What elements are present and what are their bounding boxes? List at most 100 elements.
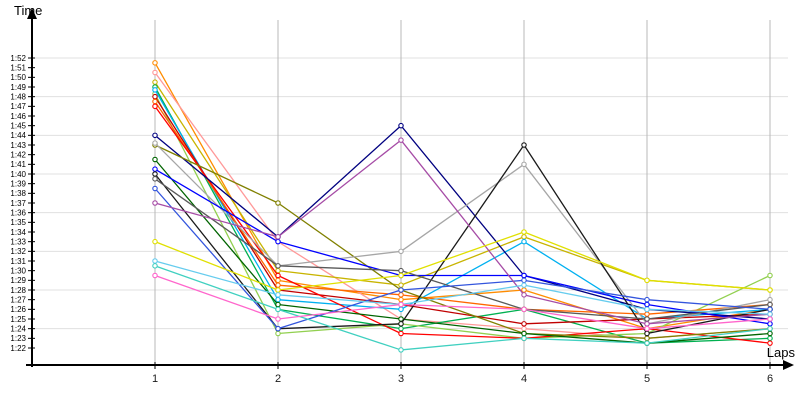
y-tick-label: 1:33 [10, 237, 26, 246]
series-line [154, 265, 771, 351]
y-tick-label: 1:31 [10, 257, 26, 266]
y-axis-arrow-icon [27, 8, 37, 19]
series-marker [275, 238, 281, 245]
series-marker [398, 296, 404, 303]
series-marker [275, 234, 281, 240]
series-line [154, 231, 771, 291]
series-marker [767, 311, 773, 317]
series-marker [521, 306, 527, 313]
series-marker [521, 234, 527, 240]
y-tick-label: 1:42 [10, 150, 26, 159]
series-marker [152, 69, 158, 76]
series-marker [767, 335, 773, 342]
y-tick-label: 1:37 [10, 199, 26, 208]
series-line [154, 260, 771, 315]
series-marker [152, 132, 158, 139]
series-marker [521, 161, 527, 168]
y-tick-label: 1:29 [10, 276, 26, 285]
y-tick-label: 1:44 [10, 131, 26, 140]
series-marker [767, 272, 773, 279]
x-axis-arrow-icon [783, 360, 794, 370]
series-marker [152, 185, 158, 192]
series-marker [398, 306, 404, 313]
y-tick-label: 1:47 [10, 102, 26, 111]
y-tick-label: 1:30 [10, 266, 26, 275]
y-tick-label: 1:52 [10, 54, 26, 63]
y-tick-label: 1:22 [10, 344, 26, 353]
y-tick-label: 1:48 [10, 92, 26, 101]
series-line [154, 81, 771, 291]
y-tick-label: 1:39 [10, 179, 26, 188]
y-tick-label: 1:45 [10, 121, 26, 130]
series-marker [767, 301, 773, 308]
series-marker [644, 325, 650, 332]
series-marker [275, 325, 281, 332]
series-marker [644, 340, 650, 346]
series-marker [521, 277, 527, 284]
series-marker [275, 263, 281, 269]
series-marker [398, 272, 404, 279]
series-line [154, 159, 771, 344]
series-marker [521, 282, 527, 288]
y-tick-label: 1:25 [10, 315, 26, 324]
series-marker [767, 316, 773, 322]
series-marker [767, 330, 773, 337]
y-tick-label: 1:38 [10, 189, 26, 198]
series-marker [275, 316, 281, 322]
series-marker [767, 296, 773, 303]
y-tick-label: 1:36 [10, 208, 26, 217]
y-tick-label: 1:40 [10, 170, 26, 179]
series-marker [275, 282, 281, 288]
y-tick-label: 1:24 [10, 324, 26, 333]
series-marker [521, 330, 527, 337]
y-axis-label: Time [14, 3, 43, 18]
series-line [154, 274, 771, 330]
x-tick-label: 1 [152, 373, 158, 385]
series-marker [398, 347, 404, 353]
series-marker [398, 287, 404, 293]
series-marker [398, 292, 404, 298]
series-marker [644, 321, 650, 327]
x-axis-label: Laps [766, 345, 795, 360]
series-marker [152, 79, 158, 85]
series-marker [767, 306, 773, 313]
series-marker [521, 321, 527, 327]
series-line [154, 86, 771, 344]
series-marker [275, 306, 281, 313]
series-line [154, 101, 771, 315]
series-line [154, 93, 771, 339]
series-line [154, 188, 771, 330]
series-marker [152, 272, 158, 279]
y-tick-label: 1:27 [10, 295, 26, 304]
series-line [154, 96, 771, 325]
series-marker [152, 258, 158, 264]
series-line [154, 144, 771, 335]
series-line [154, 168, 771, 325]
series-marker [152, 200, 158, 206]
series-marker [398, 137, 404, 143]
series-marker [398, 301, 404, 308]
series-marker [275, 267, 281, 274]
y-tick-label: 1:43 [10, 141, 26, 150]
x-tick-label: 2 [275, 373, 281, 385]
series-marker [767, 287, 773, 293]
series-line [154, 144, 771, 339]
y-tick-label: 1:51 [10, 63, 26, 72]
series-marker [275, 292, 281, 298]
series-marker [152, 171, 158, 177]
series-marker [767, 340, 773, 346]
series-marker [644, 330, 650, 337]
y-tick-label: 1:26 [10, 305, 26, 314]
series-marker [275, 200, 281, 206]
series-marker [152, 140, 158, 146]
series-marker [767, 321, 773, 327]
series-marker [398, 122, 404, 129]
series-marker [398, 330, 404, 337]
series-marker [644, 311, 650, 317]
series-line [154, 142, 771, 325]
series-marker [644, 316, 650, 322]
series-marker [644, 296, 650, 303]
series-marker [152, 176, 158, 182]
